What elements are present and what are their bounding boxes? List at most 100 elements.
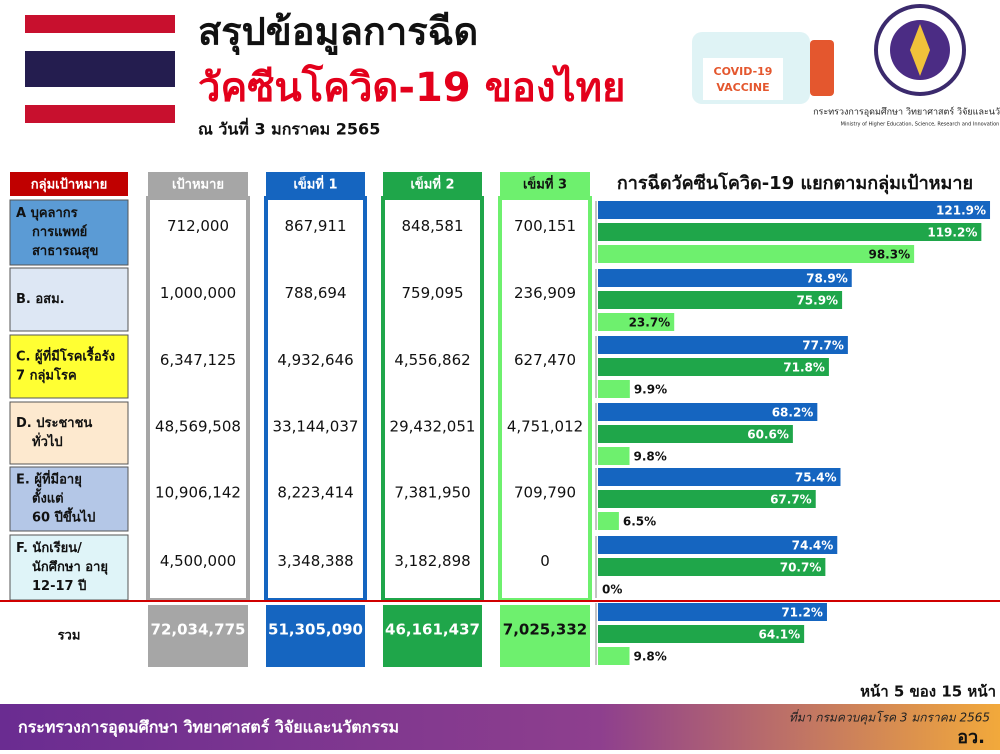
cell-value: 759,095: [401, 284, 463, 302]
group-cell: [9, 466, 129, 532]
value-label: 9.9%: [634, 383, 667, 397]
column-header: [266, 172, 365, 196]
cell-value: 867,911: [284, 217, 346, 235]
value-label: 9.8%: [634, 450, 667, 464]
column-header-label: เข็มที่ 2: [410, 175, 454, 193]
cell-value: 4,556,862: [394, 351, 470, 369]
date: ณ วันที่ 3 มกราคม 2565: [198, 118, 380, 139]
group-cell: [9, 199, 129, 266]
bar: [598, 490, 816, 508]
table: กลุ่มเป้าหมาย เป้าหมาย เข็มที่ 1 เข็มที่ 2 เ…: [9, 172, 592, 667]
group-label: 7 กลุ่มโรค: [16, 367, 77, 384]
cell-value: 3,182,898: [394, 552, 470, 570]
cell-value: 7,381,950: [394, 484, 470, 502]
bar: [598, 512, 619, 530]
group-label: F. นักเรียน/: [16, 540, 82, 556]
cell-value: 8,223,414: [277, 484, 353, 502]
cell-value: 4,500,000: [160, 552, 236, 570]
bar: [598, 223, 982, 241]
cell-value: 29,432,051: [390, 418, 476, 436]
group-label: สาธารณสุข: [32, 244, 98, 259]
value-label: 74.4%: [792, 539, 834, 553]
column-header-label: เป้าหมาย: [172, 177, 224, 193]
group-label: C. ผู้ที่มีโรคเรื้อรัง: [16, 346, 115, 365]
source: ที่มา กรมควบคุมโรค 3 มกราคม 2565: [789, 709, 990, 726]
cell-value: 0: [540, 552, 550, 570]
cell-value: 712,000: [167, 217, 229, 235]
flag: [25, 15, 175, 123]
column-header: [383, 172, 482, 196]
value-label: 67.7%: [770, 493, 812, 507]
bar: [598, 313, 675, 331]
column-frame: [146, 196, 250, 602]
bar: [598, 201, 991, 219]
bar: [598, 647, 630, 665]
column-header: [10, 172, 128, 196]
column-frame: [498, 196, 592, 602]
value-label: 0%: [602, 583, 622, 597]
group-label: E. ผู้ที่มีอายุ: [16, 470, 82, 488]
value-label: 78.9%: [806, 272, 848, 286]
value-label: 6.5%: [623, 515, 656, 529]
cell-value: 10,906,142: [155, 484, 241, 502]
column-header-label: เข็มที่ 3: [523, 175, 567, 193]
title-line2: วัคซีนโควิด-19 ของไทย: [198, 64, 625, 111]
cell-value: 4,751,012: [507, 418, 583, 436]
cell-value: 848,581: [401, 217, 463, 235]
cell-value: 33,144,037: [273, 418, 359, 436]
column-header-label: กลุ่มเป้าหมาย: [31, 177, 107, 193]
bar: [598, 403, 818, 421]
cell-value: 51,305,090: [268, 621, 363, 639]
cell-value: 6,347,125: [160, 351, 236, 369]
value-label: 64.1%: [759, 628, 801, 642]
cell-value: 48,569,508: [155, 418, 241, 436]
bar: [598, 291, 843, 309]
cell-value: 46,161,437: [385, 621, 480, 639]
ministry-logo: กระทรวงการอุดมศึกษา วิทยาศาสตร์ วิจัยและ…: [813, 4, 1000, 128]
cell-value: 7,025,332: [503, 621, 587, 639]
bar: [598, 603, 827, 621]
column-header: [148, 172, 248, 196]
footer-bar: [0, 704, 1000, 750]
bar: [598, 269, 852, 287]
value-label: 119.2%: [927, 226, 977, 240]
total-cell: [500, 605, 590, 667]
cell-value: 1,000,000: [160, 284, 236, 302]
bar: [598, 245, 915, 263]
cell-value: 709,790: [514, 484, 576, 502]
bar: [598, 468, 841, 486]
group-cell: [9, 334, 129, 399]
cell-value: 4,932,646: [277, 351, 353, 369]
group-label: ทั่วไป: [32, 432, 63, 450]
bar: [598, 425, 793, 443]
group-cell: [9, 534, 129, 601]
cell-value: 700,151: [514, 217, 576, 235]
vaccine-label: COVID-19: [714, 65, 773, 78]
vaccine-image: COVID-19 VACCINE: [692, 32, 834, 104]
title-line1: สรุปข้อมูลการฉีด: [198, 10, 478, 56]
total-cell: [148, 605, 248, 667]
page-number: หน้า 5 ของ 15 หน้า: [860, 683, 996, 701]
value-label: 60.6%: [747, 428, 789, 442]
group-label: นักศึกษา อายุ: [32, 559, 108, 575]
value-label: 70.7%: [780, 561, 822, 575]
chart-title: การฉีดวัคซีนโควิด-19 แยกตามกลุ่มเป้าหมาย: [617, 172, 973, 195]
value-label: 68.2%: [772, 406, 814, 420]
ministry-th: กระทรวงการอุดมศึกษา วิทยาศาสตร์ วิจัยและ…: [813, 106, 1000, 118]
value-label: 23.7%: [629, 316, 671, 330]
value-label: 75.9%: [796, 294, 838, 308]
bar: [598, 536, 838, 554]
column-frame: [381, 196, 484, 602]
value-label: 9.8%: [634, 650, 667, 664]
value-label: 98.3%: [868, 248, 910, 262]
group-label: A บุคลากร: [16, 206, 78, 221]
group-label: ตั้งแต่: [32, 488, 64, 507]
group-label: การแพทย์: [32, 224, 87, 240]
column-frame: [264, 196, 367, 602]
cell-value: 236,909: [514, 284, 576, 302]
cell-value: 3,348,388: [277, 552, 353, 570]
bar: [598, 336, 848, 354]
group-cell: [9, 401, 129, 465]
value-label: 71.2%: [781, 606, 823, 620]
bar: [598, 380, 630, 398]
